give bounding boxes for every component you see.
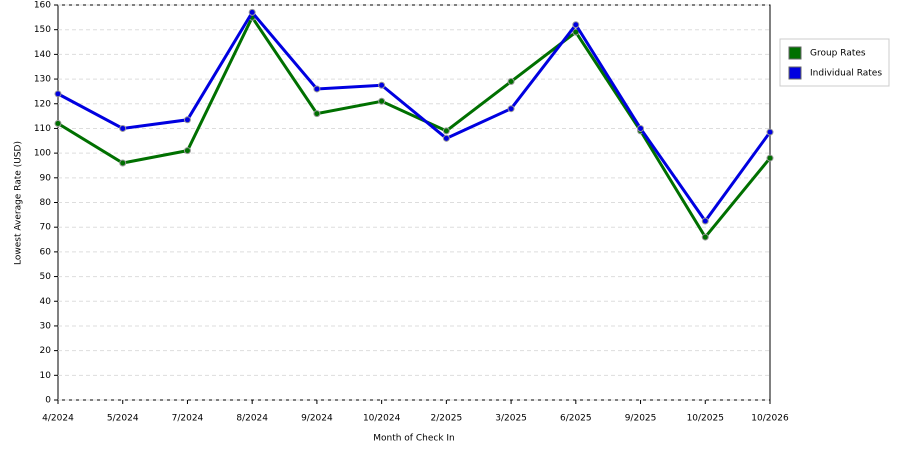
series-line bbox=[57, 9, 772, 224]
legend-label: Group Rates bbox=[810, 49, 866, 59]
point bbox=[54, 90, 62, 98]
point bbox=[442, 127, 450, 135]
point bbox=[119, 124, 127, 132]
y-tick-label: 140 bbox=[34, 50, 51, 60]
point bbox=[637, 124, 645, 132]
x-tick-label: 6/2025 bbox=[560, 414, 592, 424]
y-axis-label: Lowest Average Rate (USD) bbox=[14, 141, 24, 265]
point bbox=[572, 21, 580, 29]
legend-label: Individual Rates bbox=[810, 69, 882, 79]
legend-swatch bbox=[788, 66, 802, 80]
y-tick-label: 40 bbox=[40, 297, 52, 307]
y-tick-label: 0 bbox=[45, 396, 51, 406]
y-tick-label: 80 bbox=[40, 198, 52, 208]
point bbox=[313, 85, 321, 93]
y-tick-label: 70 bbox=[40, 223, 52, 233]
point bbox=[766, 154, 774, 162]
x-tick-label: 9/2025 bbox=[625, 414, 657, 424]
y-tick-label: 110 bbox=[34, 124, 51, 134]
point bbox=[507, 105, 515, 113]
y-tick-label: 30 bbox=[40, 321, 52, 331]
x-tick-label: 10/2024 bbox=[363, 414, 401, 424]
point bbox=[54, 120, 62, 127]
x-tick-label: 4/2024 bbox=[42, 414, 74, 424]
x-axis-label: Month of Check In bbox=[373, 434, 455, 444]
y-tick-label: 90 bbox=[40, 173, 52, 183]
legend-swatch bbox=[788, 46, 802, 60]
point bbox=[183, 147, 191, 155]
x-tick-label: 3/2025 bbox=[495, 414, 527, 424]
point bbox=[313, 110, 321, 118]
y-tick-label: 50 bbox=[40, 272, 52, 282]
point bbox=[701, 217, 709, 225]
x-tick-label: 9/2024 bbox=[301, 414, 333, 424]
point bbox=[442, 134, 450, 142]
y-tick-label: 150 bbox=[34, 25, 51, 35]
y-tick-label: 160 bbox=[34, 1, 51, 11]
point bbox=[701, 233, 709, 241]
point bbox=[248, 8, 256, 16]
x-tick-label: 2/2025 bbox=[431, 414, 463, 424]
y-tick-label: 20 bbox=[40, 346, 52, 356]
y-tick-label: 100 bbox=[34, 149, 51, 159]
y-tick-label: 120 bbox=[34, 99, 51, 109]
x-tick-label: 7/2024 bbox=[172, 414, 204, 424]
x-tick-label: 5/2024 bbox=[107, 414, 139, 424]
point bbox=[378, 81, 386, 89]
x-tick-label: 8/2024 bbox=[236, 414, 268, 424]
point bbox=[507, 78, 515, 86]
x-tick-label: 10/2025 bbox=[687, 414, 724, 424]
point bbox=[378, 97, 386, 105]
y-tick-label: 60 bbox=[40, 247, 52, 257]
point bbox=[183, 116, 191, 124]
y-tick-label: 130 bbox=[34, 75, 51, 85]
y-tick-label: 10 bbox=[40, 371, 52, 381]
point bbox=[766, 128, 774, 136]
series-line bbox=[57, 14, 772, 240]
x-tick-label: 10/2026 bbox=[751, 414, 789, 424]
point bbox=[119, 159, 127, 167]
